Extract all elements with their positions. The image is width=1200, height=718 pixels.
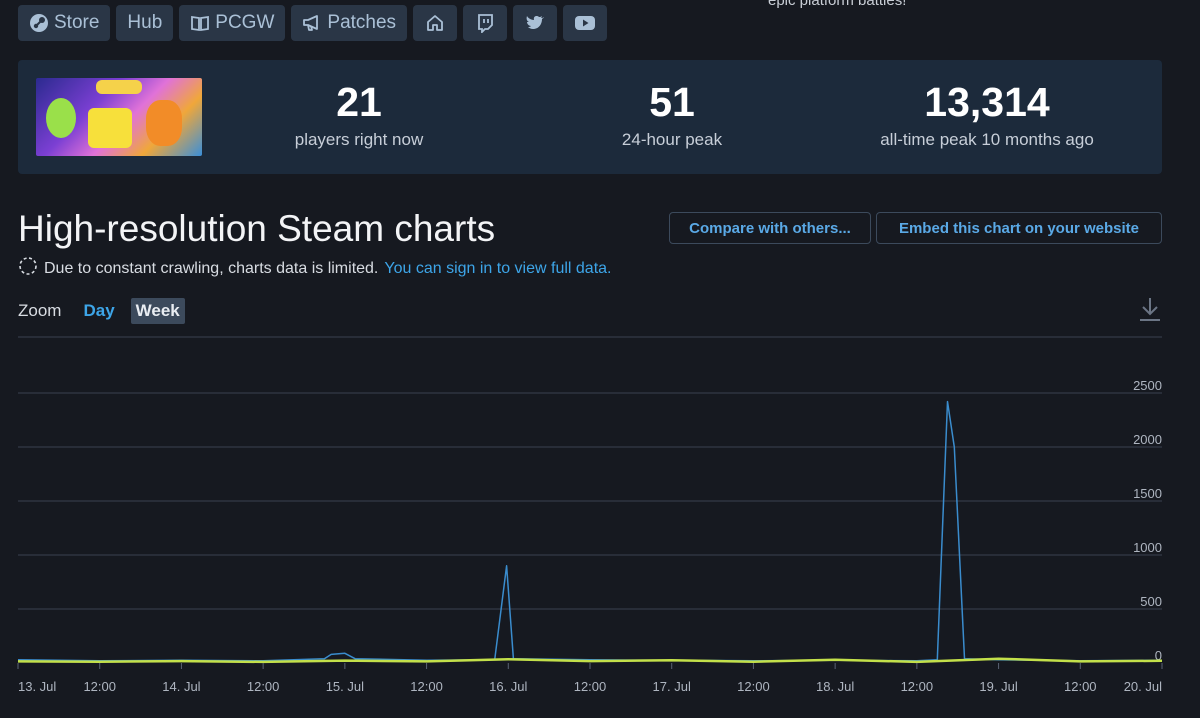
youtube-icon [574, 15, 596, 31]
x-tick-label: 18. Jul [816, 679, 854, 694]
peak-24h-stat: 51 24-hour peak [572, 78, 772, 150]
home-button[interactable] [413, 5, 458, 41]
download-icon [1138, 298, 1162, 326]
download-button[interactable] [1138, 296, 1162, 327]
hub-button[interactable]: Hub [116, 5, 174, 41]
x-tick-label: 12:00 [737, 679, 770, 694]
game-description-fragment: epic platform battles! [768, 0, 907, 9]
y-tick-label: 2500 [1133, 378, 1162, 393]
y-tick-label: 500 [1140, 594, 1162, 609]
zoom-label: Zoom [18, 301, 62, 320]
x-tick-label: 17. Jul [653, 679, 691, 694]
x-tick-label: 20. Jul [1124, 679, 1162, 694]
zoom-week-button[interactable]: Week [130, 298, 185, 324]
patches-button[interactable]: Patches [291, 5, 408, 41]
alltime-peak-value: 13,314 [924, 79, 1050, 125]
x-tick-label: 12:00 [1064, 679, 1097, 694]
x-tick-label: 12:00 [247, 679, 280, 694]
youtube-button[interactable] [563, 5, 608, 41]
peak-24h-label: 24-hour peak [621, 130, 723, 149]
twitch-button[interactable] [463, 5, 508, 41]
hub-label: Hub [127, 12, 163, 33]
average-series-line [17, 657, 1163, 664]
players-series-line [17, 400, 1163, 662]
current-players-label: players right now [294, 130, 424, 149]
x-tick-label: 16. Jul [489, 679, 527, 694]
pcgw-label: PCGW [215, 12, 275, 33]
top-navigation: Store Hub PCGW Patches [18, 5, 608, 41]
twitter-icon [525, 14, 545, 32]
store-label: Store [54, 12, 100, 33]
y-tick-label: 2000 [1133, 432, 1162, 447]
steam-icon [29, 13, 49, 33]
x-tick-label: 12:00 [901, 679, 934, 694]
twitter-button[interactable] [513, 5, 558, 41]
current-players-stat: 21 players right now [259, 78, 459, 150]
x-tick-label: 14. Jul [162, 679, 200, 694]
home-icon [425, 13, 445, 33]
alltime-peak-stat: 13,314 all-time peak 10 months ago [837, 78, 1137, 150]
zoom-day-button[interactable]: Day [83, 301, 115, 320]
pcgw-button[interactable]: PCGW [179, 5, 286, 41]
peak-24h-value: 51 [649, 79, 695, 125]
sign-in-link[interactable]: You can sign in to view full data. [384, 259, 612, 277]
store-button[interactable]: Store [18, 5, 111, 41]
player-stats-panel: 21 players right now 51 24-hour peak 13,… [18, 60, 1162, 174]
x-tick-label: 15. Jul [326, 679, 364, 694]
twitch-icon [475, 13, 495, 33]
zoom-controls: Zoom Day Week [18, 298, 185, 324]
page-title: High-resolution Steam charts [18, 208, 496, 249]
alltime-peak-label: all-time peak 10 months ago [880, 130, 1094, 149]
player-count-chart[interactable]: 0 500 1000 1500 2000 2500 13. Jul 12:00 14. Jul 1… [0, 330, 1200, 718]
book-icon [190, 14, 210, 32]
x-tick-label: 13. Jul [18, 679, 56, 694]
notice-text: Due to constant crawling, charts data is… [44, 259, 379, 277]
x-tick-label: 12:00 [574, 679, 607, 694]
megaphone-icon [302, 14, 322, 32]
x-tick-label: 12:00 [83, 679, 116, 694]
data-limit-notice: Due to constant crawling, charts data is… [18, 256, 611, 281]
game-thumbnail[interactable] [36, 78, 202, 156]
x-tick-label: 12:00 [410, 679, 443, 694]
y-tick-label: 1000 [1133, 540, 1162, 555]
patches-label: Patches [327, 12, 397, 33]
y-tick-label: 1500 [1133, 486, 1162, 501]
embed-chart-button[interactable]: Embed this chart on your website [876, 212, 1162, 244]
x-tick-label: 19. Jul [979, 679, 1017, 694]
loading-icon [18, 256, 38, 281]
current-players-value: 21 [336, 79, 382, 125]
compare-button[interactable]: Compare with others... [669, 212, 871, 244]
y-tick-label: 0 [1155, 648, 1162, 663]
